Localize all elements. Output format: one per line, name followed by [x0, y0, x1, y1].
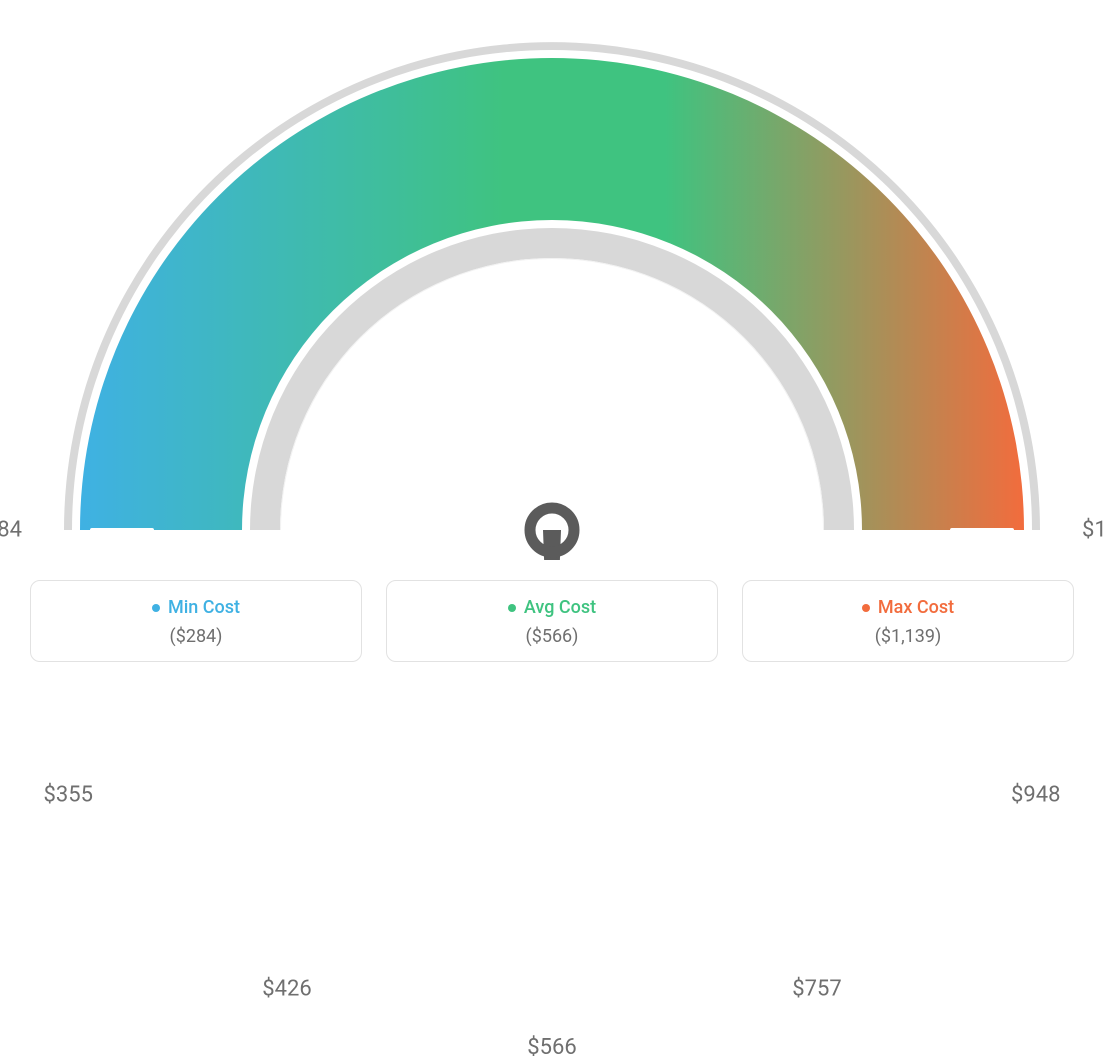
gauge-chart: $284$355$426$566$757$948$1,139 — [0, 0, 1104, 560]
gauge-tick-label: $1,139 — [1082, 518, 1104, 543]
legend-dot-max — [862, 604, 870, 612]
gauge-tick-label: $426 — [262, 976, 311, 1001]
gauge-tick-label: $757 — [792, 976, 841, 1001]
legend-value-avg: ($566) — [397, 626, 707, 647]
legend-dot-min — [152, 604, 160, 612]
legend-dot-avg — [508, 604, 516, 612]
legend-title-max: Max Cost — [878, 597, 954, 618]
gauge-svg — [0, 0, 1104, 560]
legend-value-max: ($1,139) — [753, 626, 1063, 647]
legend-title-avg: Avg Cost — [524, 597, 596, 618]
gauge-tick-label: $284 — [0, 518, 22, 543]
gauge-tick-label: $566 — [527, 1035, 576, 1060]
legend-card-avg: Avg Cost ($566) — [386, 580, 718, 663]
gauge-tick-label: $948 — [1011, 783, 1060, 808]
gauge-tick-label: $355 — [44, 783, 93, 808]
legend-card-min: Min Cost ($284) — [30, 580, 362, 663]
legend-title-min: Min Cost — [168, 597, 240, 618]
legend-card-max: Max Cost ($1,139) — [742, 580, 1074, 663]
legend-row: Min Cost ($284) Avg Cost ($566) Max Cost… — [30, 580, 1074, 663]
legend-value-min: ($284) — [41, 626, 351, 647]
